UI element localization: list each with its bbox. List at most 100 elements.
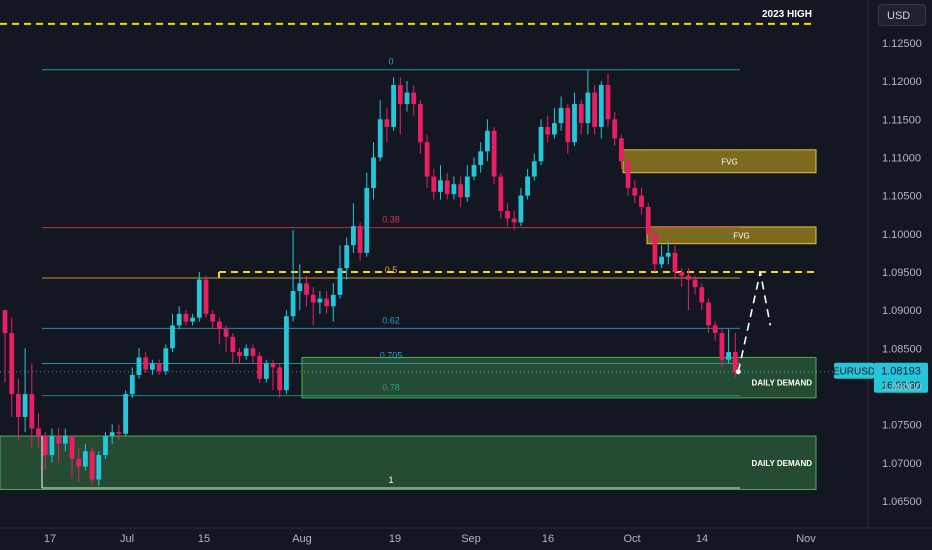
- bullish-candle: [344, 245, 350, 269]
- bullish-candle: [585, 92, 591, 124]
- bearish-candle: [143, 357, 149, 370]
- bearish-candle: [357, 226, 363, 253]
- bearish-candle: [237, 352, 242, 356]
- bearish-candle: [679, 271, 685, 276]
- currency-button[interactable]: USD: [878, 4, 926, 26]
- bearish-candle: [605, 84, 611, 120]
- bullish-candle: [337, 268, 343, 295]
- bullish-candle: [136, 357, 142, 375]
- bullish-candle: [297, 283, 303, 292]
- bullish-candle: [518, 195, 524, 223]
- bearish-candle: [706, 302, 711, 326]
- time-axis[interactable]: 17 Jul 15 Aug 19 Sep 16 Oct 14 Nov: [44, 533, 816, 545]
- bearish-candle: [458, 184, 463, 198]
- bullish-candle: [538, 126, 544, 162]
- projection-start-dot: [735, 369, 741, 375]
- bullish-candle: [404, 92, 410, 105]
- bearish-candle: [692, 279, 698, 288]
- bullish-candle: [330, 294, 336, 307]
- price-tick-label: 1.09000: [882, 305, 922, 317]
- bullish-candle: [243, 348, 249, 356]
- bearish-candle: [36, 428, 41, 437]
- chart-grid: [0, 0, 932, 529]
- bearish-candle: [712, 325, 718, 334]
- bearish-candle: [511, 218, 517, 223]
- bullish-candle: [726, 352, 731, 360]
- bullish-candle: [531, 161, 537, 177]
- bullish-candle: [83, 451, 88, 467]
- bearish-candle: [686, 275, 691, 280]
- bearish-candle: [639, 195, 644, 208]
- bearish-candle: [116, 432, 122, 434]
- candles: [2, 69, 738, 486]
- bullish-candle: [129, 374, 135, 395]
- price-axis[interactable]: 1.12500 1.12000 1.11500 1.11000 1.10500 1.100…: [882, 38, 922, 508]
- levels: 2023 HIGH 0 0.38 0.5 0.62 0.705 0.78 1: [0, 9, 868, 489]
- bearish-candle: [431, 176, 437, 192]
- bearish-candle: [230, 336, 236, 353]
- bullish-candle: [170, 325, 175, 349]
- zones: FVG FVG DAILY DEMAND DAILY DEMAND: [0, 149, 817, 490]
- fvg-zone: [646, 226, 817, 245]
- bearish-candle: [310, 294, 316, 303]
- bullish-candle: [478, 151, 484, 166]
- daily-demand-zone: [0, 435, 817, 490]
- bearish-candle: [699, 287, 705, 303]
- bearish-candle: [672, 252, 678, 272]
- bearish-candle: [183, 313, 189, 322]
- bearish-candle: [625, 161, 631, 188]
- price-tick-label: 1.08500: [882, 343, 922, 355]
- bullish-candle: [263, 363, 269, 379]
- fib-level-label: 0.62: [382, 315, 400, 325]
- bearish-candle: [250, 348, 256, 356]
- bearish-candle: [732, 352, 738, 372]
- bearish-candle: [505, 210, 510, 219]
- bearish-candle: [632, 187, 638, 196]
- bullish-candle: [371, 157, 376, 188]
- bullish-candle: [364, 187, 370, 253]
- bearish-candle: [76, 458, 82, 467]
- price-tick-label: 1.07000: [882, 458, 922, 470]
- bullish-candle: [351, 226, 356, 246]
- bearish-candle: [277, 367, 283, 391]
- price-tick-label: 1.12500: [882, 38, 922, 50]
- bearish-candle: [270, 363, 276, 368]
- bullish-candle: [290, 291, 296, 317]
- high-2023-label: 2023 HIGH: [762, 9, 812, 20]
- bearish-candle: [16, 394, 21, 417]
- bullish-candle: [558, 107, 564, 124]
- bullish-candle: [109, 432, 115, 437]
- bullish-candle: [150, 363, 155, 370]
- bullish-candle: [317, 298, 323, 303]
- price-tick-label: 1.11500: [882, 114, 921, 126]
- bearish-candle: [411, 92, 417, 105]
- time-tick-label: Nov: [796, 533, 816, 545]
- fib-level-label: 0.78: [382, 383, 400, 393]
- bearish-candle: [56, 436, 61, 444]
- bullish-candle: [552, 123, 557, 135]
- bullish-candle: [103, 436, 108, 456]
- bullish-candle: [525, 176, 530, 196]
- bearish-candle: [498, 176, 504, 211]
- bullish-candle: [464, 176, 470, 198]
- bearish-candle: [612, 119, 618, 139]
- symbol-label: EURUSD: [833, 367, 875, 378]
- bearish-candle: [652, 233, 658, 265]
- price-tick-label: 1.10000: [882, 229, 922, 241]
- bearish-candle: [619, 138, 624, 162]
- time-tick-label: Jul: [120, 533, 134, 545]
- bearish-candle: [719, 333, 725, 360]
- bearish-candle: [223, 329, 229, 337]
- bearish-candle: [210, 313, 216, 322]
- daily-demand-label: DAILY DEMAND: [752, 459, 813, 468]
- bullish-candle: [22, 394, 28, 417]
- bullish-candle: [62, 436, 68, 444]
- price-tick-label: 1.12000: [882, 76, 922, 88]
- price-tick-label: 1.08000: [882, 381, 922, 393]
- bullish-candle: [96, 455, 102, 480]
- bullish-candle: [471, 165, 477, 177]
- fib-level-label: 0.38: [382, 215, 400, 225]
- price-tick-label: 1.11000: [882, 152, 921, 164]
- bearish-candle: [418, 104, 423, 143]
